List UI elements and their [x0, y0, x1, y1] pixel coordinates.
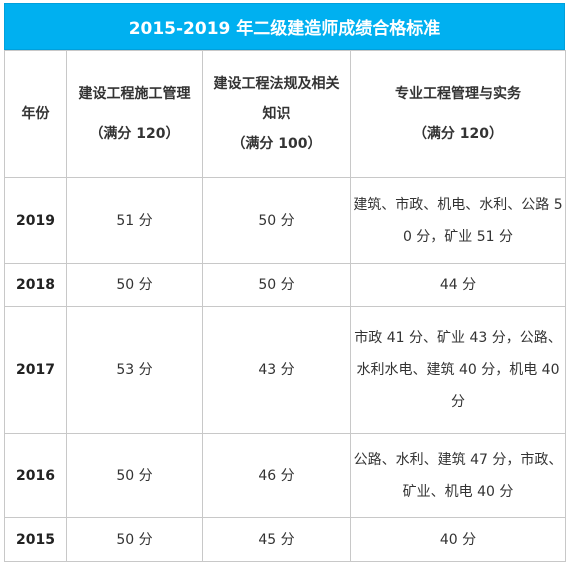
- row-law-score: 45 分: [202, 517, 351, 562]
- table-row: 2019 51 分 50 分 建筑、市政、机电、水利、公路 50 分，矿业 51…: [4, 177, 566, 264]
- row-year: 2018: [4, 263, 67, 307]
- header-row: 年份 建设工程施工管理 （满分 120） 建设工程法规及相关知识 （满分 100…: [4, 50, 566, 178]
- row-law-score: 46 分: [202, 433, 351, 518]
- row-practice-score: 市政 41 分、矿业 43 分，公路、水利水电、建筑 40 分，机电 40 分: [350, 306, 566, 434]
- row-year: 2016: [4, 433, 67, 518]
- header-practice: 专业工程管理与实务 （满分 120）: [350, 50, 566, 178]
- table-row: 2018 50 分 50 分 44 分: [4, 263, 566, 307]
- row-practice-score: 公路、水利、建筑 47 分，市政、矿业、机电 40 分: [350, 433, 566, 518]
- score-table: 年份 建设工程施工管理 （满分 120） 建设工程法规及相关知识 （满分 100…: [4, 50, 566, 562]
- header-mgmt-name: 建设工程施工管理: [78, 86, 191, 102]
- header-practice-score: （满分 120）: [412, 126, 504, 142]
- row-mgmt-score: 50 分: [66, 433, 203, 518]
- row-year: 2017: [4, 306, 67, 434]
- header-mgmt: 建设工程施工管理 （满分 120）: [66, 50, 203, 178]
- row-law-score: 43 分: [202, 306, 351, 434]
- header-law: 建设工程法规及相关知识 （满分 100）: [202, 50, 351, 178]
- header-mgmt-score: （满分 120）: [89, 126, 180, 142]
- row-practice-score: 建筑、市政、机电、水利、公路 50 分，矿业 51 分: [350, 177, 566, 264]
- row-practice-score: 40 分: [350, 517, 566, 562]
- row-law-score: 50 分: [202, 177, 351, 264]
- table-row: 2016 50 分 46 分 公路、水利、建筑 47 分，市政、矿业、机电 40…: [4, 433, 566, 518]
- header-law-score: （满分 100）: [231, 136, 322, 152]
- row-mgmt-score: 50 分: [66, 263, 203, 307]
- table-row: 2017 53 分 43 分 市政 41 分、矿业 43 分，公路、水利水电、建…: [4, 306, 566, 434]
- table-row: 2015 50 分 45 分 40 分: [4, 517, 566, 562]
- row-practice-score: 44 分: [350, 263, 566, 307]
- row-mgmt-score: 51 分: [66, 177, 203, 264]
- row-mgmt-score: 53 分: [66, 306, 203, 434]
- row-mgmt-score: 50 分: [66, 517, 203, 562]
- header-law-name: 建设工程法规及相关知识: [213, 76, 340, 122]
- row-year: 2015: [4, 517, 67, 562]
- score-table-container: 2015-2019 年二级建造师成绩合格标准 年份 建设工程施工管理 （满分 1…: [4, 3, 566, 562]
- row-law-score: 50 分: [202, 263, 351, 307]
- header-year: 年份: [4, 50, 67, 178]
- table-title: 2015-2019 年二级建造师成绩合格标准: [4, 3, 565, 50]
- header-practice-name: 专业工程管理与实务: [395, 86, 521, 102]
- row-year: 2019: [4, 177, 67, 264]
